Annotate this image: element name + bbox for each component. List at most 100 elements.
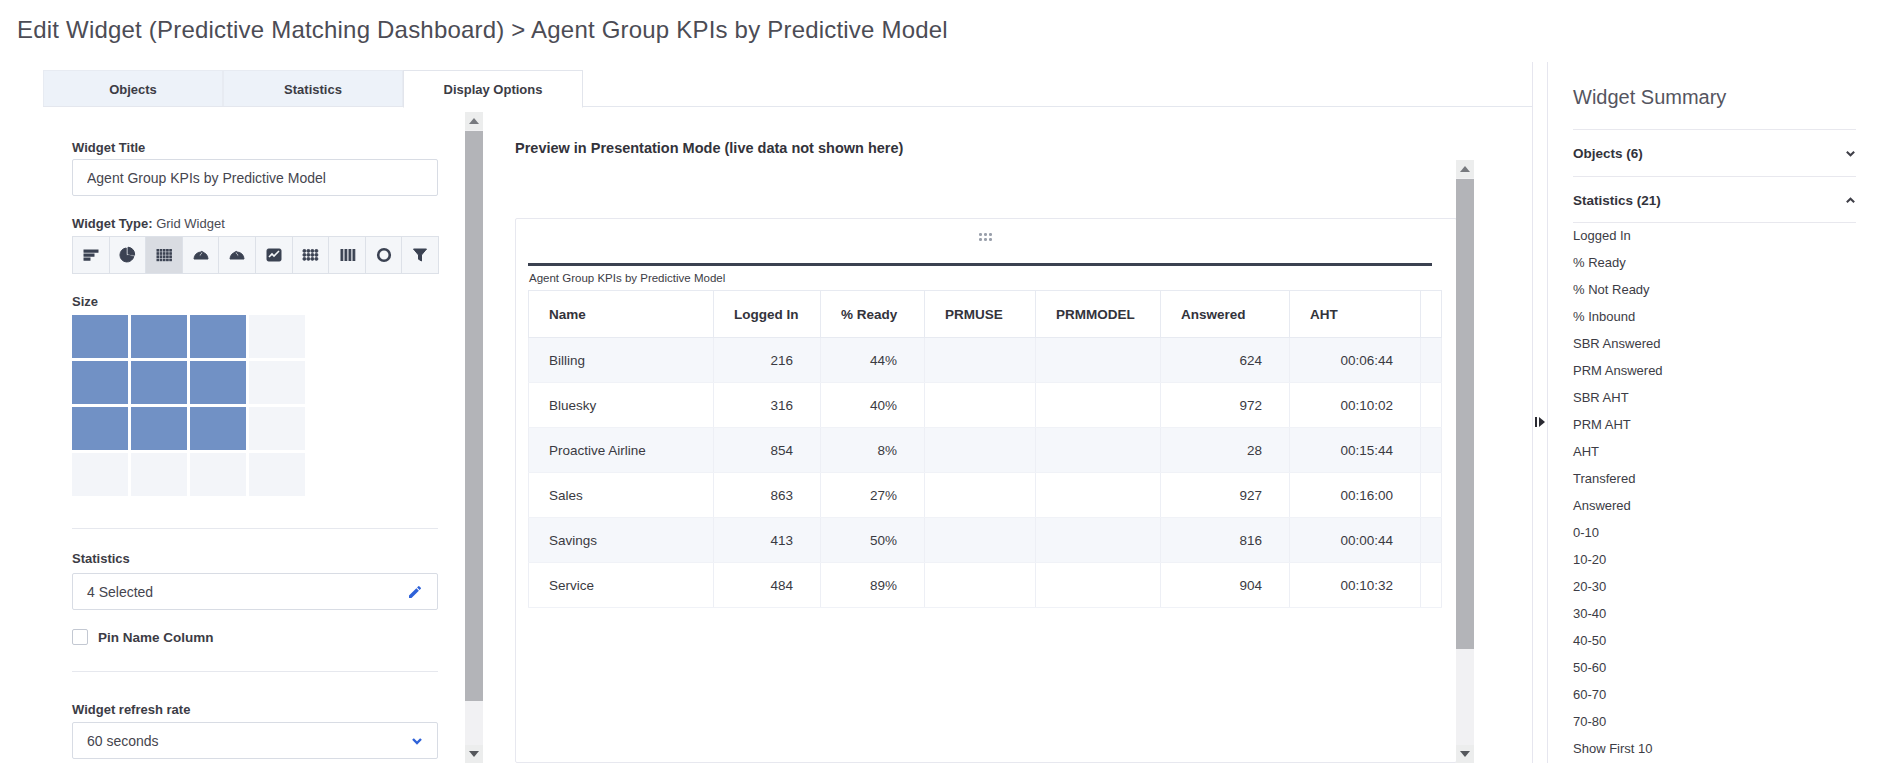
cell-aht: 00:10:02 [1290, 383, 1421, 428]
scroll-down-button[interactable] [465, 745, 483, 763]
gauge-icon[interactable] [182, 236, 220, 274]
preview-scrollbar[interactable] [1456, 160, 1474, 763]
tab-objects[interactable]: Objects [43, 70, 223, 107]
summary-stat-item: 50-60 [1573, 654, 1856, 681]
size-cell-2x1[interactable] [72, 361, 128, 404]
cell-spacer [1421, 563, 1442, 608]
cell-spacer [1421, 473, 1442, 518]
refresh-rate-select[interactable]: 60 seconds [72, 722, 438, 759]
column-header-name: Name [529, 291, 714, 338]
refresh-rate-value: 60 seconds [87, 733, 411, 749]
edit-pencil-icon[interactable] [407, 584, 423, 600]
widget-preview-title: Agent Group KPIs by Predictive Model [529, 272, 725, 284]
text-list-icon[interactable] [72, 236, 110, 274]
widget-title-label: Widget Title [72, 140, 145, 155]
edit-widget-page: Edit Widget (Predictive Matching Dashboa… [0, 0, 1878, 763]
gauge-alt-icon[interactable] [218, 236, 256, 274]
summary-stat-item: Transfered [1573, 465, 1856, 492]
dot-matrix-icon[interactable] [292, 236, 330, 274]
summary-statistics-list: Logged In% Ready% Not Ready% InboundSBR … [1573, 222, 1856, 762]
table-row: Savings41350%81600:00:44 [529, 518, 1442, 563]
cell-prmuse [925, 473, 1036, 518]
size-cell-4x3[interactable] [190, 453, 246, 496]
line-chart-icon[interactable] [255, 236, 293, 274]
size-cell-3x1[interactable] [72, 407, 128, 450]
size-cell-2x2[interactable] [131, 361, 187, 404]
preview-heading: Preview in Presentation Mode (live data … [515, 140, 903, 156]
scrollbar-thumb[interactable] [465, 131, 483, 701]
page-title: Edit Widget (Predictive Matching Dashboa… [17, 16, 948, 44]
column-header--ready: % Ready [821, 291, 925, 338]
widget-accent-line [528, 263, 1432, 266]
size-grid-selector [72, 315, 305, 496]
statistics-selected-box[interactable]: 4 Selected [72, 573, 438, 610]
divider [72, 671, 438, 672]
cell-ready: 40% [821, 383, 925, 428]
tab-statistics[interactable]: Statistics [223, 70, 403, 107]
cell-aht: 00:10:32 [1290, 563, 1421, 608]
cell-name: Proactive Airline [529, 428, 714, 473]
collapse-panel-icon[interactable] [1533, 413, 1547, 431]
size-cell-4x4[interactable] [249, 453, 305, 496]
size-cell-2x4[interactable] [249, 361, 305, 404]
cell-prmmodel [1036, 338, 1161, 383]
tab-display-options[interactable]: Display Options [403, 70, 583, 108]
left-panel-scrollbar[interactable] [465, 112, 483, 763]
cell-logged_in: 854 [714, 428, 821, 473]
chevron-up-icon [1845, 195, 1856, 206]
drag-handle-icon[interactable] [979, 233, 993, 242]
cell-logged_in: 863 [714, 473, 821, 518]
cell-aht: 00:16:00 [1290, 473, 1421, 518]
divider [72, 528, 438, 529]
size-cell-2x3[interactable] [190, 361, 246, 404]
table-row: Sales86327%92700:16:00 [529, 473, 1442, 518]
statistics-label: Statistics [72, 551, 130, 566]
scroll-up-button[interactable] [465, 112, 483, 130]
size-cell-1x1[interactable] [72, 315, 128, 358]
pin-name-column-checkbox[interactable] [72, 629, 88, 645]
summary-stat-item: PRM AHT [1573, 411, 1856, 438]
column-header-spacer [1421, 291, 1442, 338]
size-cell-4x2[interactable] [131, 453, 187, 496]
column-header-logged-in: Logged In [714, 291, 821, 338]
size-cell-4x1[interactable] [72, 453, 128, 496]
cell-aht: 00:06:44 [1290, 338, 1421, 383]
size-cell-3x2[interactable] [131, 407, 187, 450]
summary-stat-item: SBR Answered [1573, 330, 1856, 357]
bar-columns-icon[interactable] [328, 236, 366, 274]
cell-name: Billing [529, 338, 714, 383]
cell-prmmodel [1036, 518, 1161, 563]
summary-stat-item: % Inbound [1573, 303, 1856, 330]
size-cell-3x4[interactable] [249, 407, 305, 450]
scroll-down-button[interactable] [1456, 745, 1474, 763]
cell-prmmodel [1036, 383, 1161, 428]
size-cell-1x2[interactable] [131, 315, 187, 358]
size-cell-1x3[interactable] [190, 315, 246, 358]
statistics-selected-value: 4 Selected [87, 584, 407, 600]
cell-spacer [1421, 338, 1442, 383]
size-cell-3x3[interactable] [190, 407, 246, 450]
size-cell-1x4[interactable] [249, 315, 305, 358]
chevron-down-icon [411, 735, 423, 747]
summary-stat-item: % Not Ready [1573, 276, 1856, 303]
scrollbar-thumb[interactable] [1456, 179, 1474, 649]
cell-ready: 89% [821, 563, 925, 608]
grid-widget-icon[interactable] [145, 236, 183, 274]
cell-logged_in: 413 [714, 518, 821, 563]
pie-chart-icon[interactable] [109, 236, 147, 274]
pin-name-column-row[interactable]: Pin Name Column [72, 629, 214, 645]
widget-type-label-text: Widget Type: [72, 216, 153, 231]
funnel-icon[interactable] [401, 236, 439, 274]
preview-widget-card: Agent Group KPIs by Predictive Model Nam… [515, 218, 1457, 763]
cell-prmuse [925, 428, 1036, 473]
table-row: Billing21644%62400:06:44 [529, 338, 1442, 383]
preview-grid-table: NameLogged In% ReadyPRMUSEPRMMODELAnswer… [528, 290, 1442, 608]
summary-section-objects[interactable]: Objects (6) [1573, 130, 1856, 176]
donut-icon[interactable] [365, 236, 403, 274]
cell-prmuse [925, 338, 1036, 383]
scroll-up-button[interactable] [1456, 160, 1474, 178]
widget-title-input[interactable] [72, 159, 438, 196]
summary-section-statistics[interactable]: Statistics (21) [1573, 177, 1856, 223]
content-top-border [43, 106, 1532, 107]
cell-aht: 00:15:44 [1290, 428, 1421, 473]
